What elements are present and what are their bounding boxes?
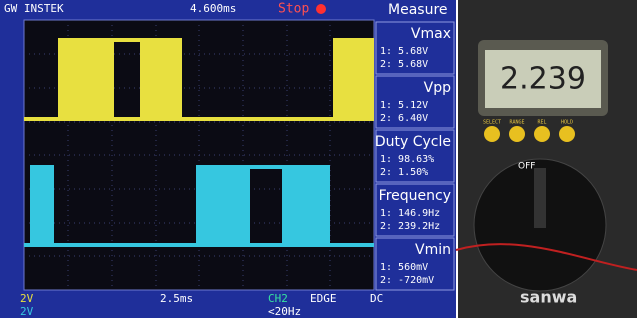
coupling: DC: [370, 292, 383, 305]
measure-name: Frequency: [379, 188, 451, 204]
time-scale: 2.5ms: [160, 292, 193, 305]
measure-ch2: 2: 1.50%: [380, 167, 428, 178]
button-label: HOLD: [561, 120, 573, 126]
dial-knob: [534, 168, 546, 228]
stop-icon: [316, 4, 326, 14]
timebase: 4.600ms: [190, 2, 236, 15]
button: [509, 126, 525, 142]
button: [559, 126, 575, 142]
trigger-type: EDGE: [310, 292, 337, 305]
button-label: SELECT: [483, 120, 501, 126]
measure-ch2: 2: 5.68V: [380, 59, 428, 70]
measure-ch2: 2: 6.40V: [380, 113, 428, 124]
page: GW INSTEK 4.600ms Stop Measure Vmax 1: 5.…: [0, 0, 637, 318]
measure-ch2: 2: -720mV: [380, 275, 434, 286]
ch2-scale: 2V: [20, 305, 34, 318]
status: Stop: [278, 2, 309, 17]
panel-title: Measure: [388, 2, 448, 18]
measure-ch1: 1: 560mV: [380, 262, 428, 273]
measurements: Vmax 1: 5.68V 2: 5.68V Vpp 1: 5.12V 2: 6.40V D…: [375, 22, 454, 290]
measure-ch1: 1: 146.9Hz: [380, 208, 440, 219]
reading: 2.239: [500, 62, 586, 97]
measure-ch1: 1: 5.68V: [380, 46, 428, 57]
trigger-source: CH2: [268, 292, 288, 305]
ch1-scale: 2V: [20, 292, 34, 305]
button-label: RANGE: [509, 120, 524, 126]
button: [484, 126, 500, 142]
measure-ch2: 2: 239.2Hz: [380, 221, 440, 232]
button-label: REL: [537, 120, 546, 126]
meter-brand: sanwa: [520, 288, 577, 307]
measure-name: Vmax: [411, 26, 451, 42]
trigger-freq: <20Hz: [268, 305, 301, 318]
measure-ch1: 1: 98.63%: [380, 154, 434, 165]
brand: GW INSTEK: [4, 2, 64, 15]
measure-name: Duty Cycle: [375, 134, 451, 150]
measure-name: Vmin: [415, 242, 451, 258]
measure-ch1: 1: 5.12V: [380, 100, 428, 111]
button: [534, 126, 550, 142]
measure-name: Vpp: [424, 80, 451, 96]
dial-off: OFF: [518, 162, 535, 172]
